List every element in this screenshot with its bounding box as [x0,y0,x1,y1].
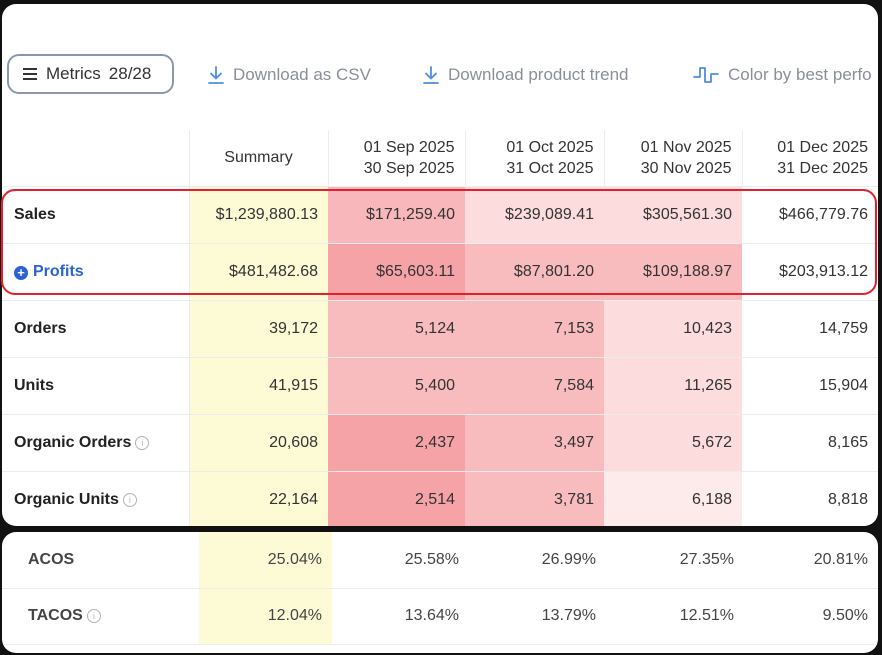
info-icon[interactable]: i [122,492,137,507]
row-label-acos: ACOS [2,532,199,589]
table-cell: 15,904 [742,357,878,415]
table-cell: 5,400 [328,357,465,415]
table-cell: 13.79% [469,588,606,645]
header-line2: 30 Nov 2025 [640,159,732,177]
table-header-row: Summary 01 Sep 2025 30 Sep 2025 01 Oct 20… [2,130,878,187]
table-row: TACOS i 12.04% 13.64% 13.79% 12.51% 9.50% [2,588,878,645]
table-cell-summary: 22,164 [189,471,328,526]
table-cell: 6,188 [604,471,742,526]
row-label-units: Units [2,357,190,415]
column-header-period[interactable]: 01 Dec 2025 31 Dec 2025 [742,130,878,187]
table-cell-summary: 12.04% [199,588,332,645]
table-cell: $239,089.41 [465,186,604,244]
table-row: Units 41,915 5,400 7,584 11,265 15,904 [2,357,878,415]
table-cell: 3,497 [465,414,604,472]
table-cell: 11,265 [604,357,742,415]
download-trend-button[interactable]: Download product trend [422,64,629,86]
table-cell-summary: 25.04% [199,532,332,589]
table-cell: 9.50% [744,588,878,645]
table-cell: $171,259.40 [328,186,465,244]
table-cell: 5,672 [604,414,742,472]
table-cell: $109,188.97 [604,243,742,301]
table-cell: $203,913.12 [742,243,878,301]
download-csv-label: Download as CSV [233,65,371,84]
download-icon [208,66,224,84]
table-row: Organic Orders i 20,608 2,437 3,497 5,672… [2,414,878,472]
metrics-count: 28/28 [108,64,152,83]
table-cell: 8,165 [742,414,878,472]
table-cell: 25.58% [332,532,469,589]
header-line1: 01 Sep 2025 [363,138,455,156]
metrics-table: Summary 01 Sep 2025 30 Sep 2025 01 Oct 20… [2,130,878,526]
header-line2: 31 Dec 2025 [777,159,868,177]
table-row: + Profits $481,482.68 $65,603.11 $87,801.… [2,243,878,301]
table-cell: 13.64% [332,588,469,645]
row-label-organic-units: Organic Units i [2,471,190,526]
table-cell: $305,561.30 [604,186,742,244]
table-cell-summary: $481,482.68 [189,243,328,301]
tacos-label: TACOS [28,607,83,624]
column-header-summary[interactable]: Summary [189,130,329,187]
download-icon [423,66,439,84]
metrics-label: Metrics [46,64,101,83]
row-label-sales: Sales [2,186,190,244]
table-cell-summary: 39,172 [189,300,328,358]
row-label-orders: Orders [2,300,190,358]
row-label-tacos: TACOS i [2,588,199,645]
header-line2: 31 Oct 2025 [506,159,594,177]
table-cell: $87,801.20 [465,243,604,301]
step-chart-icon [693,67,719,83]
ad-metrics-card: ACOS 25.04% 25.58% 26.99% 27.35% 20.81% … [2,532,878,653]
corner-header [2,130,190,187]
table-row: Organic Units i 22,164 2,514 3,781 6,188 … [2,471,878,526]
metrics-table-card: Metrics 28/28 Download as CSV Download p… [2,4,878,526]
header-line1: 01 Nov 2025 [640,138,732,156]
download-trend-label: Download product trend [448,65,629,84]
table-cell: 27.35% [606,532,744,589]
info-icon[interactable]: i [86,609,101,623]
row-label-organic-orders: Organic Orders i [2,414,190,472]
menu-icon [23,65,37,83]
table-cell-summary: 41,915 [189,357,328,415]
toolbar: Metrics 28/28 Download as CSV Download p… [2,4,878,124]
table-cell: $466,779.76 [742,186,878,244]
info-icon[interactable]: i [135,435,150,450]
expand-plus-icon[interactable]: + [14,265,28,280]
table-cell: 2,437 [328,414,465,472]
table-cell: 8,818 [742,471,878,526]
table-row: Orders 39,172 5,124 7,153 10,423 14,759 [2,300,878,358]
table-cell: 10,423 [604,300,742,358]
column-header-period[interactable]: 01 Sep 2025 30 Sep 2025 [328,130,466,187]
header-line1: Summary [224,149,293,167]
table-cell: 12.51% [606,588,744,645]
table-cell: 7,153 [465,300,604,358]
table-cell: 26.99% [469,532,606,589]
table-cell: 2,514 [328,471,465,526]
row-label-profits[interactable]: + Profits [2,243,190,301]
table-cell: 5,124 [328,300,465,358]
table-row: Sales $1,239,880.13 $171,259.40 $239,089… [2,186,878,244]
table-row: ACOS 25.04% 25.58% 26.99% 27.35% 20.81% [2,532,878,589]
header-line2: 30 Sep 2025 [363,159,455,177]
organic-orders-label: Organic Orders [14,433,132,451]
metrics-button[interactable]: Metrics 28/28 [7,54,174,94]
download-csv-button[interactable]: Download as CSV [207,64,371,86]
header-line1: 01 Oct 2025 [506,138,594,156]
column-header-period[interactable]: 01 Nov 2025 30 Nov 2025 [604,130,743,187]
column-header-period[interactable]: 01 Oct 2025 31 Oct 2025 [465,130,605,187]
ad-metrics-table: ACOS 25.04% 25.58% 26.99% 27.35% 20.81% … [2,532,878,645]
header-line1: 01 Dec 2025 [777,138,868,156]
table-cell: 7,584 [465,357,604,415]
table-cell: 20.81% [744,532,878,589]
table-cell: 14,759 [742,300,878,358]
color-by-label: Color by best perfo [728,65,872,84]
table-cell-summary: 20,608 [189,414,328,472]
table-cell-summary: $1,239,880.13 [189,186,328,244]
organic-units-label: Organic Units [14,490,119,508]
table-cell: $65,603.11 [328,243,465,301]
color-by-button[interactable]: Color by best perfo [692,64,872,86]
table-cell: 3,781 [465,471,604,526]
profits-label: Profits [33,262,84,280]
